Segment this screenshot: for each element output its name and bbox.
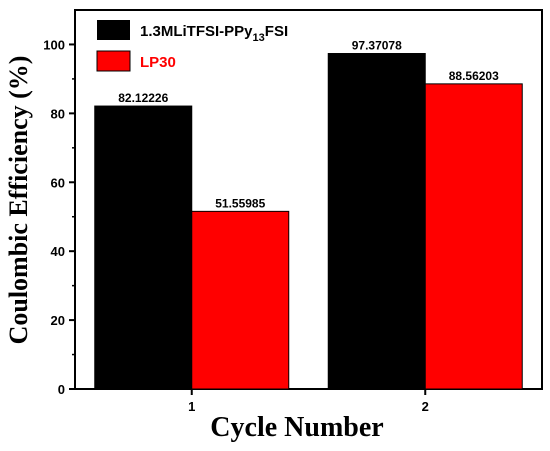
- legend-swatch-series-1: [97, 20, 130, 40]
- legend-label-series-1: 1.3MLiTFSI-PPy13FSI: [140, 23, 288, 44]
- bar-series-2-cycle-1: [191, 210, 290, 390]
- y-tick-label: 100: [43, 37, 65, 52]
- legend: 1.3MLiTFSI-PPy13FSI LP30: [96, 20, 288, 72]
- data-label-series-1-cycle-2: 97.37078: [352, 39, 402, 53]
- y-axis-title: Coulombic Efficiency (%): [4, 56, 33, 345]
- bar-series-1-cycle-1: [94, 105, 193, 390]
- y-tick-label: 0: [58, 382, 65, 397]
- legend-swatch-series-2: [96, 50, 131, 72]
- x-tick-label: 2: [422, 399, 429, 414]
- data-label-series-1-cycle-1: 82.12226: [118, 91, 168, 105]
- legend-label-series-2: LP30: [140, 54, 176, 71]
- y-tick-label: 20: [51, 313, 65, 328]
- x-axis-title: Cycle Number: [210, 412, 383, 443]
- data-label-series-2-cycle-2: 88.56203: [449, 69, 499, 83]
- y-tick-label: 80: [51, 106, 65, 121]
- data-label-series-2-cycle-1: 51.55985: [215, 196, 265, 210]
- y-tick-label: 40: [51, 244, 65, 259]
- data-labels: 82.12226 51.55985 97.37078 88.56203: [118, 39, 499, 211]
- y-tick-label: 60: [51, 175, 65, 190]
- bar-series-1-cycle-2: [327, 53, 426, 390]
- bars: [94, 53, 523, 390]
- y-axis: 0 20 40 60 80 100: [43, 37, 75, 397]
- x-tick-label: 1: [188, 399, 195, 414]
- bar-series-2-cycle-2: [424, 83, 523, 390]
